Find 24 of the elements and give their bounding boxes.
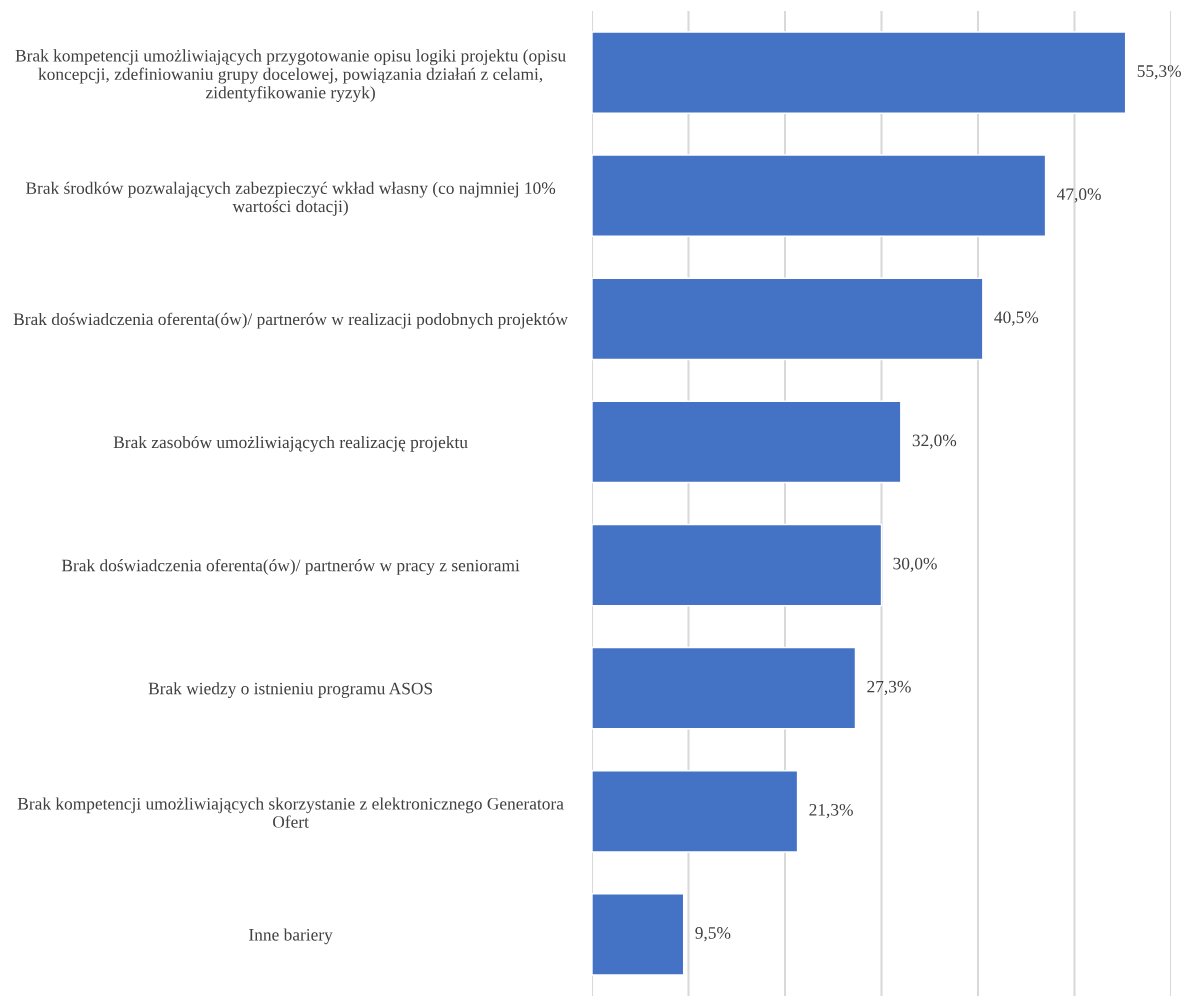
bar [592,646,857,730]
bar [592,893,685,976]
data-label: 21,3% [809,803,853,819]
y-tick-label: Brak zasobów umożliwiających realizację projektu [113,435,468,452]
data-label: 27,3% [867,680,911,696]
y-tick-label: Brak doświadczenia oferenta(ów)/ partnerów w pracy z seniorami [61,558,520,575]
data-label: 55,3% [1137,65,1182,80]
y-tick-label: Brak środków pozwalających zabezpieczyć wkład własny (co najmniej 10% wartości dotacji) [25,181,556,216]
bar [592,523,883,607]
y-tick-label: Inne bariery [249,928,333,945]
data-label: 40,5% [994,311,1039,326]
y-tick-label: Brak kompetencji umożliwiających skorzystanie z elektronicznego Generatora Ofert [17,797,564,828]
bar [592,154,1047,238]
data-label: 9,5% [695,927,731,942]
y-tick-label: Brak kompetencji umożliwiających przygotowanie opisu logiki projektu (opisu koncepcji, zdefiniowaniu grupy docelowej, powiązania działań z celami, zidentyfikowanie ryzyk) [15,49,566,102]
data-label: 47,0% [1057,188,1101,203]
bar [592,400,902,484]
bar [592,769,799,853]
bar [592,31,1127,114]
data-label: 30,0% [893,557,937,572]
y-tick-label: Brak doświadczenia oferenta(ów)/ partnerów w realizacji podobnych projektów [13,312,568,329]
data-label: 32,0% [912,434,957,449]
bar [592,277,984,361]
y-tick-label: Brak wiedzy o istnieniu programu ASOS [148,682,433,698]
